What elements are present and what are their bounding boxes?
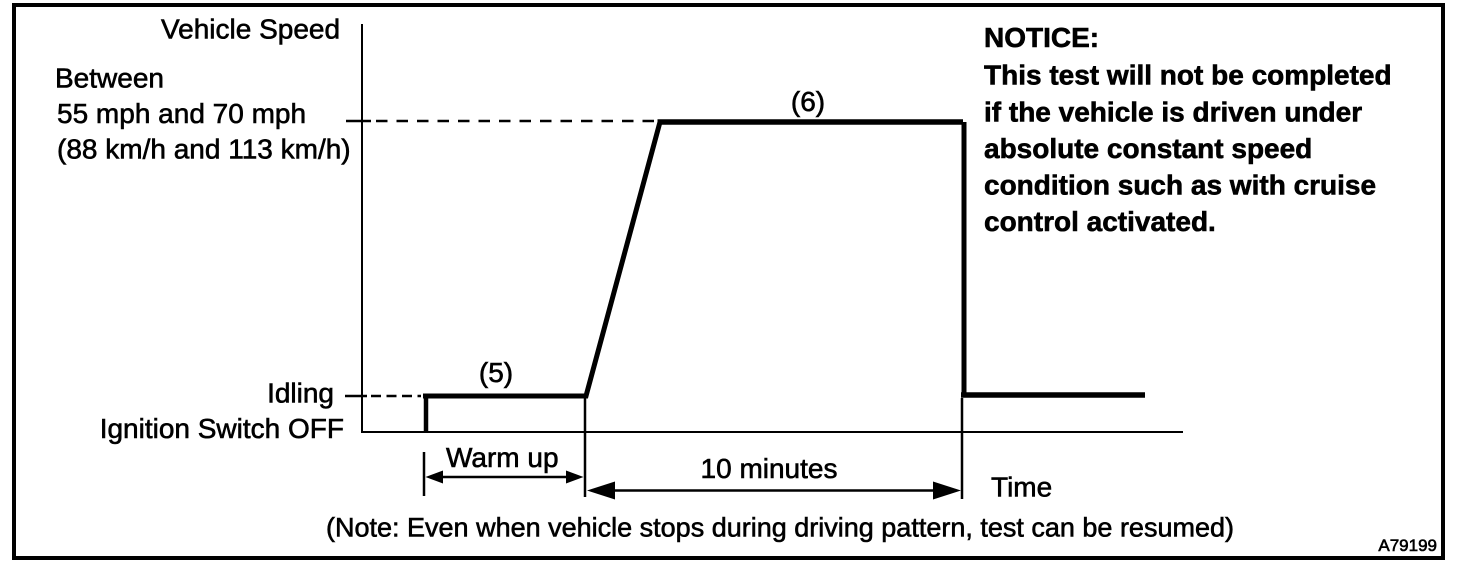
svg-text:control activated.: control activated. (984, 206, 1216, 237)
svg-text:A79199: A79199 (1378, 536, 1437, 555)
svg-text:absolute constant speed: absolute constant speed (984, 133, 1312, 164)
svg-text:This test will not be complete: This test will not be completed (984, 60, 1392, 91)
svg-text:Vehicle Speed: Vehicle Speed (161, 14, 340, 45)
svg-text:(Note: Even when vehicle stops: (Note: Even when vehicle stops during dr… (326, 513, 1234, 543)
svg-text:Warm up: Warm up (446, 442, 559, 473)
svg-text:Between: Between (55, 63, 164, 94)
svg-text:10 minutes: 10 minutes (701, 453, 838, 484)
svg-text:Time: Time (991, 472, 1052, 503)
svg-text:(5): (5) (479, 357, 513, 388)
svg-text:(88 km/h and 113 km/h): (88 km/h and 113 km/h) (57, 134, 351, 165)
svg-text:Ignition Switch OFF: Ignition Switch OFF (100, 413, 344, 444)
svg-text:condition such as with cruise: condition such as with cruise (984, 170, 1376, 201)
svg-text:55 mph and 70 mph: 55 mph and 70 mph (57, 98, 306, 129)
svg-text:(6): (6) (791, 86, 825, 117)
svg-text:Idling: Idling (267, 378, 334, 409)
svg-text:if the vehicle is driven under: if the vehicle is driven under (984, 97, 1362, 128)
svg-text:NOTICE:: NOTICE: (984, 22, 1099, 53)
